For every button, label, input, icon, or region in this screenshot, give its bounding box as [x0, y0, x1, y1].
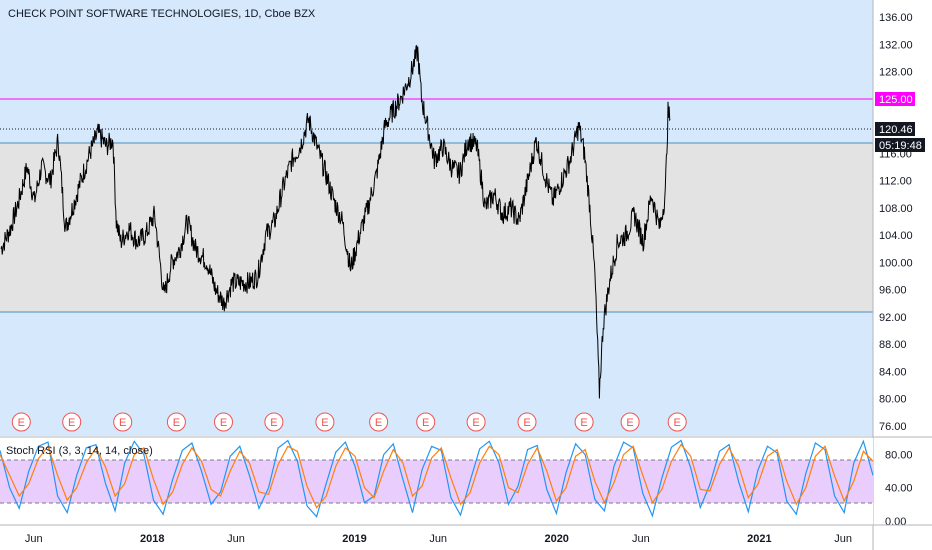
earnings-marker[interactable]: E — [620, 412, 640, 432]
earnings-marker[interactable]: E — [369, 412, 389, 432]
price-tick-label: 80.00 — [879, 394, 907, 406]
svg-text:E: E — [626, 417, 633, 429]
countdown-tag: 05:19:48 — [875, 138, 925, 152]
stoch-tick-label: 80.00 — [885, 450, 913, 462]
svg-text:E: E — [674, 417, 681, 429]
time-axis-label: Jun — [429, 533, 447, 545]
stoch-k-line — [0, 439, 874, 518]
svg-text:E: E — [119, 417, 126, 429]
indicator-label: Stoch RSI (3, 3, 14, 14, close) — [6, 445, 153, 457]
svg-text:E: E — [422, 417, 429, 429]
range-band — [0, 143, 873, 312]
price-tick-label: 112.00 — [879, 176, 912, 188]
time-axis-label: 2018 — [140, 533, 164, 545]
earnings-marker[interactable]: E — [264, 412, 284, 432]
svg-text:E: E — [270, 417, 277, 429]
price-tick-label: 88.00 — [879, 339, 907, 351]
earnings-marker[interactable]: E — [416, 412, 436, 432]
time-axis-label: Jun — [25, 533, 43, 545]
earnings-marker[interactable]: E — [667, 412, 687, 432]
time-axis-label: 2019 — [342, 533, 366, 545]
earnings-marker[interactable]: E — [62, 412, 82, 432]
price-line — [0, 44, 671, 399]
countdown-label: 05:19:48 — [879, 140, 922, 152]
svg-text:E: E — [173, 417, 180, 429]
stoch-tick-label: 40.00 — [885, 483, 913, 495]
price-tick-label: 128.00 — [879, 67, 913, 79]
price-tick-label: 100.00 — [879, 257, 913, 269]
svg-text:E: E — [18, 417, 25, 429]
price-ticks: 136.00132.00128.00124.00120.00116.00112.… — [879, 12, 913, 433]
svg-text:E: E — [580, 417, 587, 429]
time-axis-label: Jun — [632, 533, 650, 545]
stoch-band — [0, 460, 873, 503]
price-axis — [873, 0, 932, 550]
svg-text:E: E — [68, 417, 75, 429]
svg-text:E: E — [321, 417, 328, 429]
price-tick-label: 84.00 — [879, 366, 907, 378]
last-price-tag: 120.46 — [875, 122, 915, 136]
price-tick-label: 96.00 — [879, 285, 907, 297]
time-axis-label: Jun — [834, 533, 852, 545]
price-tick-label: 136.00 — [879, 12, 913, 24]
earnings-marker[interactable]: E — [113, 412, 133, 432]
price-tick-label: 92.00 — [879, 312, 907, 324]
time-axis: Jun 2018 Jun 2019 Jun 2020 Jun 2021 Jun — [25, 533, 852, 545]
svg-text:E: E — [220, 417, 227, 429]
svg-text:E: E — [375, 417, 382, 429]
earnings-marker[interactable]: E — [214, 412, 233, 432]
stoch-tick-label: 0.00 — [885, 516, 906, 528]
price-tick-label: 104.00 — [879, 230, 913, 242]
alert-price-tag: 125.00 — [875, 92, 915, 106]
time-axis-label: 2020 — [544, 533, 568, 545]
price-series — [0, 44, 671, 399]
price-tick-label: 132.00 — [879, 39, 913, 51]
price-tick-label: 108.00 — [879, 203, 913, 215]
price-tick-label: 76.00 — [879, 421, 907, 433]
time-axis-label: Jun — [227, 533, 245, 545]
svg-text:E: E — [523, 417, 530, 429]
earnings-marker[interactable]: E — [517, 412, 537, 432]
alert-price-label: 125.00 — [879, 94, 913, 106]
earnings-marker[interactable]: E — [315, 412, 335, 432]
stoch-d-line — [0, 443, 874, 509]
earnings-marker[interactable]: E — [574, 412, 594, 432]
svg-text:E: E — [472, 417, 479, 429]
earnings-marker[interactable]: E — [466, 412, 486, 432]
chart-title: CHECK POINT SOFTWARE TECHNOLOGIES, 1D, C… — [8, 8, 316, 20]
earnings-marker[interactable]: E — [166, 412, 186, 432]
time-axis-label: 2021 — [747, 533, 771, 545]
last-price-label: 120.46 — [879, 124, 913, 136]
stoch-series — [0, 439, 874, 518]
earnings-marker[interactable]: E — [11, 412, 31, 432]
